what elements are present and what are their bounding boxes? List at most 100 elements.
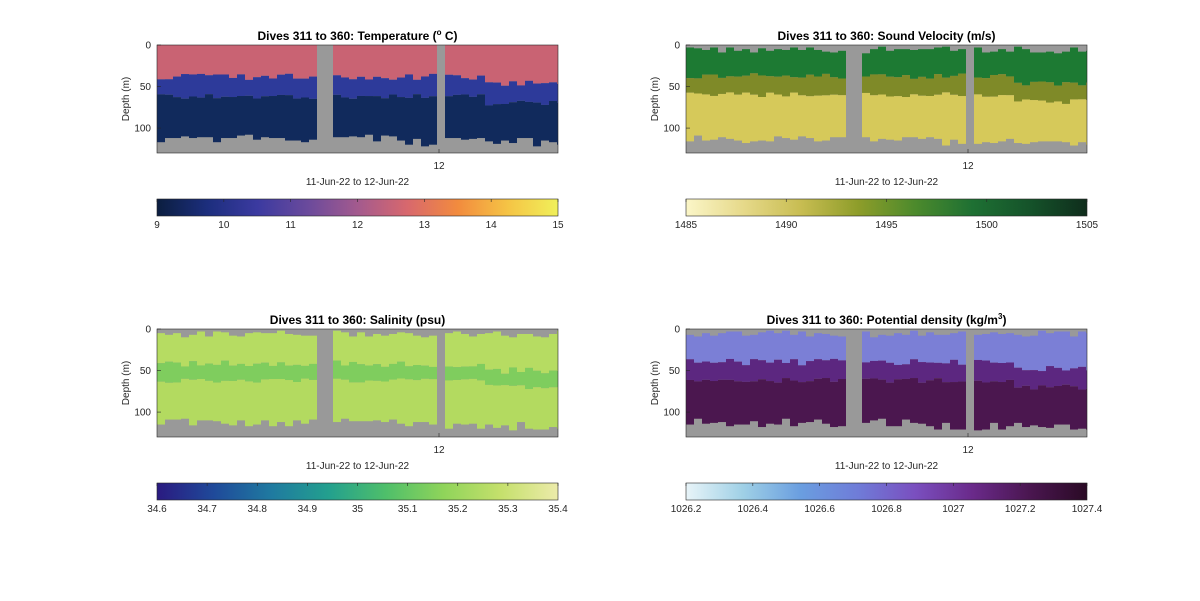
panel-4: Dives 311 to 360: Potential density (kg/… [650, 312, 1103, 515]
data-cell-thermocline [782, 362, 790, 379]
data-cell-surface [734, 50, 742, 77]
data-cell-surface [1014, 334, 1022, 368]
data-cell-deep [373, 380, 381, 421]
data-cell-deep [533, 102, 541, 147]
data-cell-deep [445, 380, 453, 429]
data-cell-surface [181, 45, 189, 75]
data-cell-surface [694, 336, 702, 363]
data-cell-surface [237, 45, 245, 75]
data-cell-deep [726, 379, 734, 427]
colorbar-tick-label: 34.9 [298, 504, 318, 515]
data-cell-deep [173, 382, 181, 420]
data-cell-deep [165, 382, 173, 420]
data-cell-thermocline [734, 76, 742, 95]
data-cell-thermocline [269, 78, 277, 97]
data-cell-deep [838, 95, 846, 138]
data-cell-thermocline [686, 78, 694, 93]
data-cell-deep [525, 101, 533, 139]
data-cell-deep [798, 382, 806, 423]
colorbar-tick-label: 1500 [976, 220, 999, 231]
data-cell-surface [1022, 336, 1030, 371]
data-cell-thermocline [421, 365, 429, 379]
data-cell-surface [822, 333, 830, 361]
data-cell-deep [1046, 387, 1054, 428]
data-cell-deep [445, 96, 453, 139]
data-cell-deep [405, 97, 413, 145]
data-cell-deep [525, 389, 533, 429]
data-cell-surface [926, 49, 934, 79]
x-axis-label: 11-Jun-22 to 12-Jun-22 [835, 461, 939, 472]
data-cell-thermocline [790, 359, 798, 381]
data-cell-thermocline [718, 362, 726, 380]
data-cell-surface [213, 45, 221, 75]
y-tick-label: 50 [669, 82, 681, 93]
data-cell-thermocline [501, 373, 509, 386]
data-cell-thermocline [557, 83, 558, 103]
data-cell-thermocline [950, 359, 958, 383]
data-cell-surface [814, 333, 822, 360]
data-cell-surface [261, 45, 269, 76]
data-cell-thermocline [277, 74, 285, 95]
data-cell-deep [910, 378, 918, 423]
data-cell-thermocline [990, 74, 998, 97]
data-cell-surface [301, 45, 309, 79]
data-cell-surface [702, 49, 710, 75]
data-cell-surface [509, 337, 517, 368]
data-cell-surface [197, 45, 205, 74]
data-cell-thermocline [742, 75, 750, 93]
data-cell-surface [205, 45, 213, 76]
data-cell-surface [357, 45, 365, 77]
y-axis-label: Depth (m) [650, 361, 661, 405]
data-cell-thermocline [173, 362, 181, 383]
data-cell-deep [285, 95, 293, 141]
data-cell-surface [782, 49, 790, 76]
data-cell-thermocline [189, 74, 197, 97]
data-cell-surface [333, 330, 341, 361]
data-cell-thermocline [806, 74, 814, 97]
data-cell-thermocline [1022, 370, 1030, 386]
data-cell-deep [726, 92, 734, 139]
data-cell-thermocline [333, 360, 341, 379]
data-cell-surface [878, 46, 886, 75]
data-cell-thermocline [429, 366, 437, 380]
data-cell-thermocline [958, 364, 966, 382]
data-cell-surface [886, 335, 894, 363]
colorbar-tick-label: 1026.8 [871, 504, 902, 515]
data-cell-thermocline [694, 362, 702, 382]
data-cell-surface [373, 333, 381, 365]
data-cell-deep [245, 381, 253, 427]
data-cell-deep [974, 380, 982, 431]
data-cell-deep [181, 98, 189, 137]
axes-box [685, 328, 1088, 438]
data-cell-surface [982, 333, 990, 361]
data-cell-deep [1022, 385, 1030, 428]
data-cell-deep [710, 381, 718, 423]
data-cell-thermocline [990, 362, 998, 382]
data-cell-surface [958, 49, 966, 74]
y-tick-label: 100 [663, 408, 680, 419]
heatmap-area [686, 45, 1087, 153]
data-cell-deep [309, 379, 317, 420]
data-cell-thermocline [782, 75, 790, 97]
data-cell-deep [405, 379, 413, 427]
data-cell-surface [734, 331, 742, 362]
data-cell-thermocline [798, 365, 806, 383]
data-cell-surface [1078, 331, 1086, 367]
data-cell-surface [1014, 46, 1022, 83]
data-cell-thermocline [790, 77, 798, 93]
data-cell-surface [357, 332, 365, 365]
data-cell-surface [421, 45, 429, 77]
chart-title-text: Dives 311 to 360: Salinity (psu) [270, 313, 445, 327]
data-cell-thermocline [229, 365, 237, 381]
data-cell-deep [517, 100, 525, 139]
data-cell-surface [533, 336, 541, 371]
y-tick-label: 50 [669, 366, 681, 377]
data-cell-thermocline [758, 360, 766, 380]
data-cell-thermocline [389, 79, 397, 95]
data-cell-thermocline [381, 366, 389, 382]
data-cell-surface [165, 45, 173, 80]
data-cell-deep [958, 381, 966, 430]
data-cell-deep [357, 382, 365, 422]
colorbar-tick-label: 35.3 [498, 504, 518, 515]
data-cell-surface [429, 45, 437, 74]
